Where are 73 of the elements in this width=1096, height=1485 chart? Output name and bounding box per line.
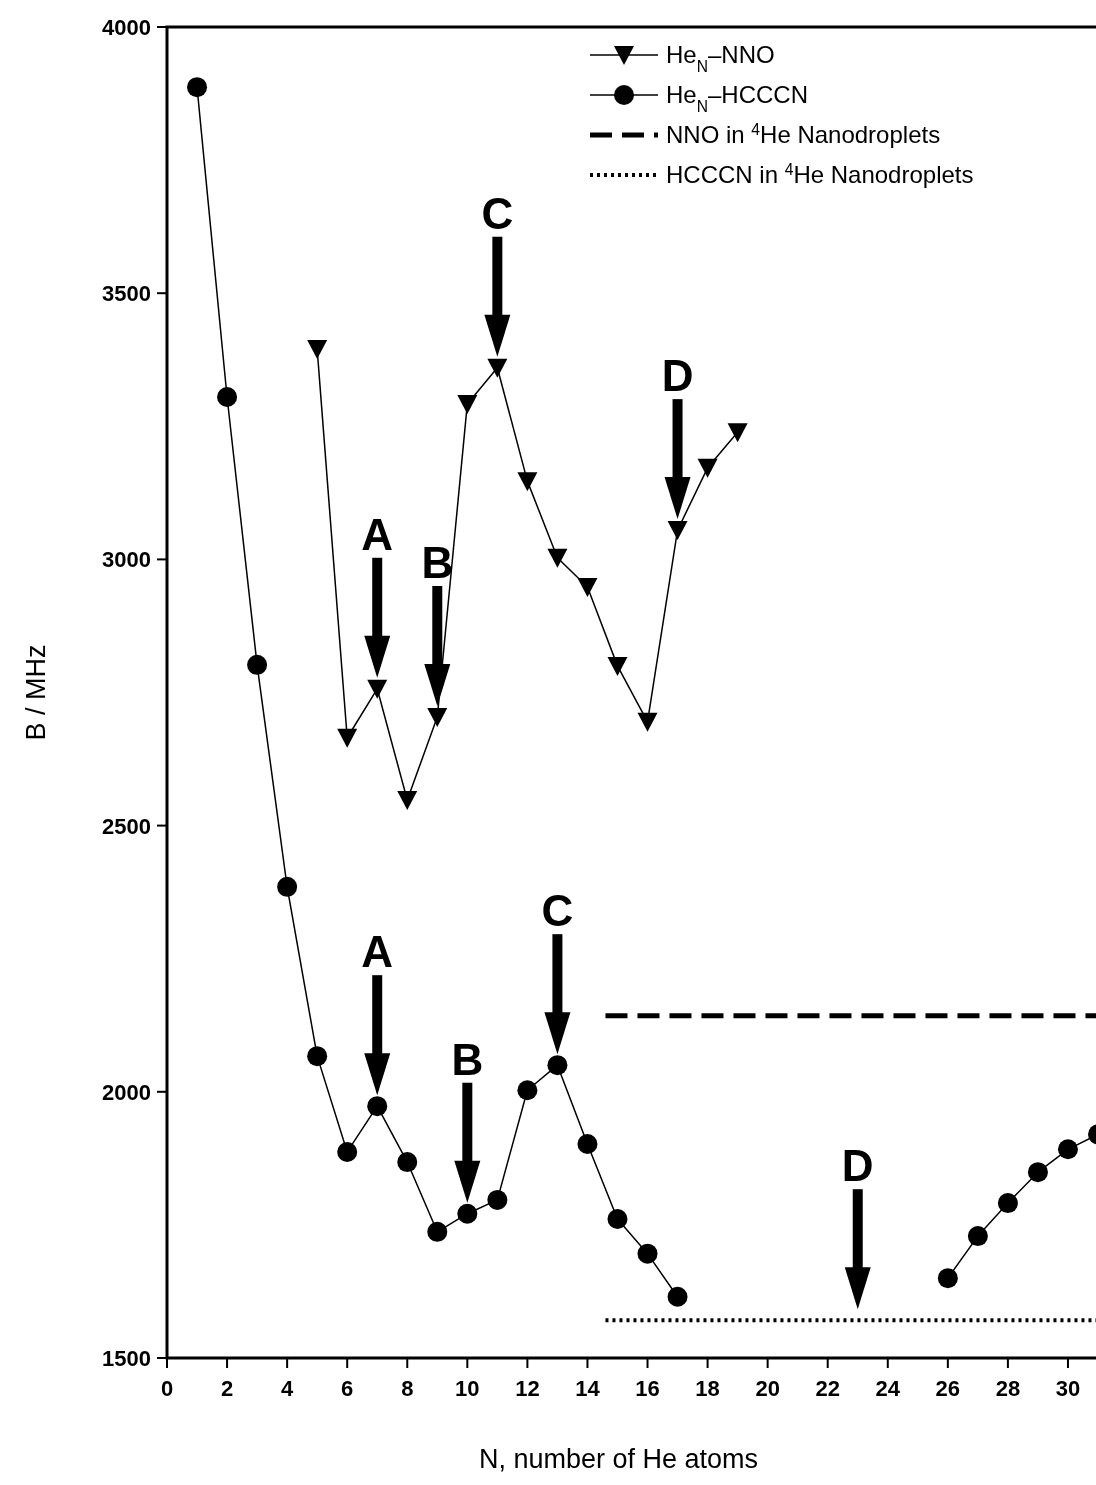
- point: [637, 712, 658, 732]
- x-tick-label: 10: [455, 1376, 480, 1401]
- point: [457, 394, 478, 414]
- annotation: C: [541, 886, 574, 936]
- legend-label: He$_{N}$–HCCCN: [666, 81, 808, 115]
- y-tick-label: 3000: [102, 547, 151, 573]
- annotation: D: [661, 351, 694, 401]
- point: [577, 578, 598, 598]
- x-tick-label: 6: [341, 1376, 354, 1401]
- point: [697, 458, 718, 478]
- point: [307, 340, 328, 360]
- y-tick-label: 2000: [102, 1079, 151, 1105]
- y-tick-label: 2500: [102, 813, 151, 839]
- point: [667, 521, 688, 541]
- legend-label: He$_{N}$–NNO: [666, 41, 775, 75]
- x-tick-label: 2: [220, 1376, 234, 1401]
- point: [637, 1243, 658, 1264]
- point: [667, 1286, 688, 1307]
- point: [547, 548, 568, 568]
- point: [727, 423, 748, 443]
- legend-label: NNO in $^{4}$He Nanodroplets: [666, 120, 941, 148]
- point: [1057, 1139, 1078, 1160]
- x-tick-label: 16: [635, 1376, 660, 1401]
- x-tick-label: 0: [160, 1376, 174, 1401]
- point: [217, 387, 238, 408]
- x-axis-title: N, number of He atoms: [478, 1444, 759, 1474]
- point: [247, 654, 268, 675]
- point: [607, 1209, 628, 1230]
- annotation: C: [481, 188, 514, 238]
- x-tick-label: 22: [815, 1376, 840, 1401]
- point: [427, 1221, 448, 1242]
- legend-label: HCCCN in $^{4}$He Nanodroplets: [666, 160, 974, 188]
- x-tick-label: 14: [575, 1376, 601, 1401]
- x-tick-label: 28: [995, 1376, 1021, 1401]
- x-tick-label: 12: [515, 1376, 540, 1401]
- annotation: B: [421, 537, 454, 587]
- y-tick-label: 1500: [102, 1346, 151, 1371]
- point: [397, 1152, 418, 1173]
- annotation: D: [841, 1141, 874, 1191]
- y-tick-label: 4000: [102, 15, 151, 40]
- annotation: A: [361, 509, 394, 559]
- x-tick-label: 8: [401, 1376, 414, 1401]
- point: [547, 1055, 568, 1076]
- point: [337, 1141, 358, 1162]
- point: [937, 1268, 958, 1289]
- x-tick-label: 26: [935, 1376, 961, 1401]
- x-tick-label: 24: [875, 1376, 901, 1401]
- point: [307, 1046, 328, 1067]
- point: [427, 707, 448, 727]
- x-tick-label: 18: [695, 1376, 720, 1401]
- point: [607, 656, 628, 676]
- annotation: B: [451, 1034, 484, 1084]
- x-tick-label: 4: [281, 1376, 294, 1401]
- point: [277, 876, 298, 897]
- point: [997, 1193, 1018, 1214]
- point: [1027, 1162, 1048, 1183]
- point: [487, 358, 508, 378]
- x-tick-label: 20: [755, 1376, 780, 1401]
- point: [457, 1203, 478, 1224]
- point: [397, 791, 418, 811]
- point: [577, 1133, 598, 1154]
- y-axis-title: B / MHz: [21, 644, 51, 741]
- x-tick-label: 30: [1055, 1376, 1081, 1401]
- point: [367, 1096, 388, 1117]
- annotation: A: [361, 927, 394, 977]
- point: [487, 1189, 508, 1210]
- point: [367, 679, 388, 699]
- point: [517, 472, 538, 492]
- point: [187, 77, 208, 98]
- point: [517, 1080, 538, 1101]
- point: [967, 1226, 988, 1247]
- point: [337, 728, 358, 748]
- y-tick-label: 3500: [102, 281, 151, 307]
